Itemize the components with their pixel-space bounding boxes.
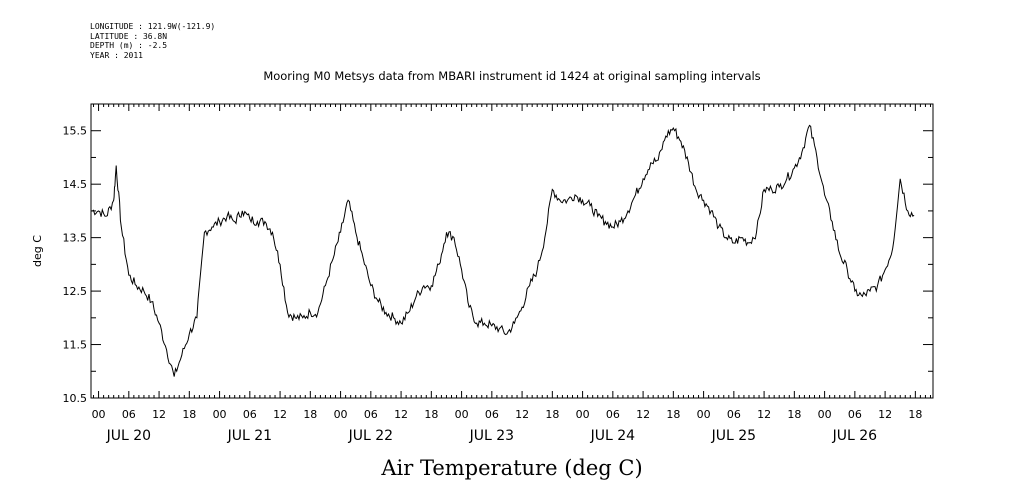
x-hour-label: 06 — [606, 408, 620, 421]
x-hour-label: 00 — [455, 408, 469, 421]
x-hour-label: 12 — [273, 408, 287, 421]
x-hour-label: 18 — [424, 408, 438, 421]
year-text: YEAR : 2011 — [90, 50, 143, 60]
x-hour-label: 18 — [182, 408, 196, 421]
x-hour-label: 06 — [243, 408, 257, 421]
x-day-label: JUL 25 — [711, 428, 756, 444]
axes: 00 06 12 18 00 06 12 18 00 06 12 18 00 06 12 18 00 06 12 18… — [63, 103, 933, 444]
y-tick-label: 15.5 — [63, 125, 88, 138]
x-hour-label: 00 — [818, 408, 832, 421]
x-day-label: JUL 22 — [348, 428, 393, 444]
latitude-text: LATITUDE : 36.8N — [90, 31, 168, 41]
x-hour-label: 18 — [787, 408, 801, 421]
x-day-label: JUL 24 — [590, 428, 636, 444]
x-hour-label: 12 — [878, 408, 892, 421]
y-tick-label: 14.5 — [63, 178, 88, 191]
x-hour-label: 00 — [697, 408, 711, 421]
x-axis-label: Air Temperature (deg C) — [380, 456, 642, 480]
x-hour-label: 06 — [122, 408, 136, 421]
x-hour-label: 06 — [727, 408, 741, 421]
y-axis-label: deg C — [31, 235, 44, 267]
x-hour-label: 18 — [666, 408, 680, 421]
x-day-label: JUL 20 — [106, 428, 151, 444]
longitude-text: LONGITUDE : 121.9W(-121.9) — [90, 22, 216, 31]
x-hour-label: 00 — [213, 408, 227, 421]
x-hour-label: 06 — [485, 408, 499, 421]
y-tick-label: 11.5 — [63, 339, 88, 352]
x-hour-label: 12 — [394, 408, 408, 421]
series-line — [90, 124, 915, 377]
x-hour-label: 18 — [303, 408, 317, 421]
x-hour-label: 00 — [334, 408, 348, 421]
x-day-label: JUL 21 — [227, 428, 272, 444]
x-hour-label: 06 — [364, 408, 378, 421]
plot-frame — [90, 103, 934, 399]
chart-title: Mooring M0 Metsys data from MBARI instru… — [263, 69, 760, 83]
x-hour-label: 12 — [515, 408, 529, 421]
y-tick-label: 10.5 — [63, 392, 88, 405]
x-hour-label: 00 — [576, 408, 590, 421]
x-hour-label: 18 — [545, 408, 559, 421]
y-tick-label: 12.5 — [63, 285, 88, 298]
metadata-block: LONGITUDE : 121.9W(-121.9) LATITUDE : 36… — [90, 22, 215, 60]
x-hour-label: 00 — [92, 408, 106, 421]
x-hour-label: 18 — [908, 408, 922, 421]
x-day-label: JUL 26 — [832, 428, 878, 444]
x-hour-label: 12 — [636, 408, 650, 421]
x-day-label: JUL 23 — [469, 428, 514, 444]
x-hour-label: 12 — [757, 408, 771, 421]
depth-text: DEPTH (m) : -2.5 — [90, 41, 168, 50]
y-tick-label: 13.5 — [63, 232, 88, 245]
x-hour-label: 06 — [848, 408, 862, 421]
x-hour-label: 12 — [152, 408, 166, 421]
